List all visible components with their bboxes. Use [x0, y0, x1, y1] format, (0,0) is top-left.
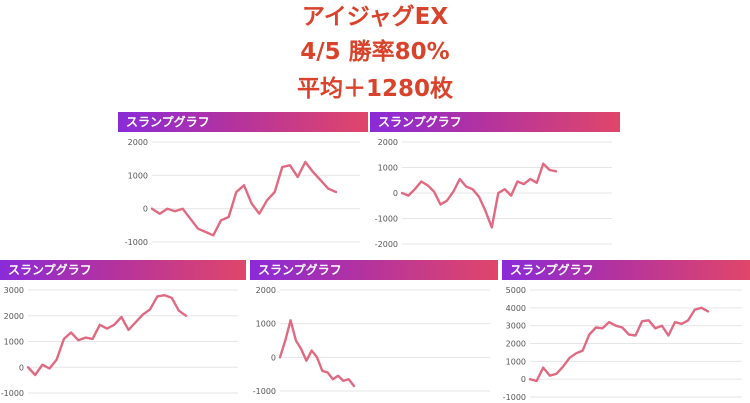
y-tick-label: -2000: [375, 240, 398, 249]
y-tick-label: 0: [143, 205, 148, 214]
slump-graph: 2000 1000 0 -1000 -2000: [375, 138, 612, 249]
y-tick-label: 1000: [378, 164, 398, 173]
series-line: [278, 319, 356, 388]
slump-graph-panel: スランプグラフ 2000 1000 0 -1000: [118, 112, 368, 250]
y-tick-label: -1000: [375, 215, 398, 224]
slump-graph: 2000 1000 0 -1000: [253, 286, 490, 396]
y-tick-label: 1000: [506, 357, 526, 366]
y-tick-label: 1000: [128, 171, 148, 180]
panel-header: スランプグラフ: [370, 112, 620, 132]
y-tick-label: 0: [19, 363, 24, 372]
y-tick-label: 2000: [128, 138, 148, 147]
y-tick-label: -1000: [125, 238, 148, 247]
y-tick-label: 5000: [506, 286, 526, 295]
slump-graph-panel: スランプグラフ 2000 1000 0 -1000 -2000: [370, 112, 620, 250]
y-tick-label: 1000: [256, 320, 276, 329]
series-line: [528, 306, 710, 383]
slump-graph: 3000 2000 1000 0 -1000: [1, 286, 238, 398]
y-tick-label: 2000: [4, 312, 24, 321]
y-tick-label: -1000: [253, 387, 276, 396]
y-tick-label: -1000: [1, 389, 24, 398]
slump-graph-panel: スランプグラフ 5000 4000 3000 2000 1000 0 -1000: [502, 260, 750, 403]
slump-graph-panel: スランプグラフ 3000 2000 1000 0 -1000: [0, 260, 246, 403]
series-line: [26, 293, 188, 377]
panel-header: スランプグラフ: [118, 112, 368, 132]
y-tick-label: 1000: [4, 338, 24, 347]
title-line-2: 4/5 勝率80%: [300, 39, 450, 65]
slump-graph: 2000 1000 0 -1000: [125, 138, 360, 247]
panel-header: スランプグラフ: [502, 260, 750, 280]
y-tick-label: 0: [521, 375, 526, 384]
title-line-1: アイジャグEX: [301, 4, 449, 30]
y-tick-label: 2000: [378, 138, 398, 147]
y-tick-label: 3000: [4, 286, 24, 295]
y-tick-label: 0: [271, 353, 276, 362]
series-line: [150, 160, 338, 237]
y-tick-label: 2000: [256, 286, 276, 295]
title-line-3: 平均＋1280枚: [296, 76, 453, 102]
slump-graph: 5000 4000 3000 2000 1000 0 -1000: [503, 286, 742, 402]
slump-graph-panel: スランプグラフ 2000 1000 0 -1000: [250, 260, 498, 403]
y-tick-label: -1000: [503, 393, 526, 402]
panel-header: スランプグラフ: [0, 260, 246, 280]
series-line: [400, 162, 558, 229]
panel-header: スランプグラフ: [250, 260, 498, 280]
y-tick-label: 2000: [506, 340, 526, 349]
y-tick-label: 4000: [506, 304, 526, 313]
y-tick-label: 3000: [506, 322, 526, 331]
y-tick-label: 0: [393, 189, 398, 198]
